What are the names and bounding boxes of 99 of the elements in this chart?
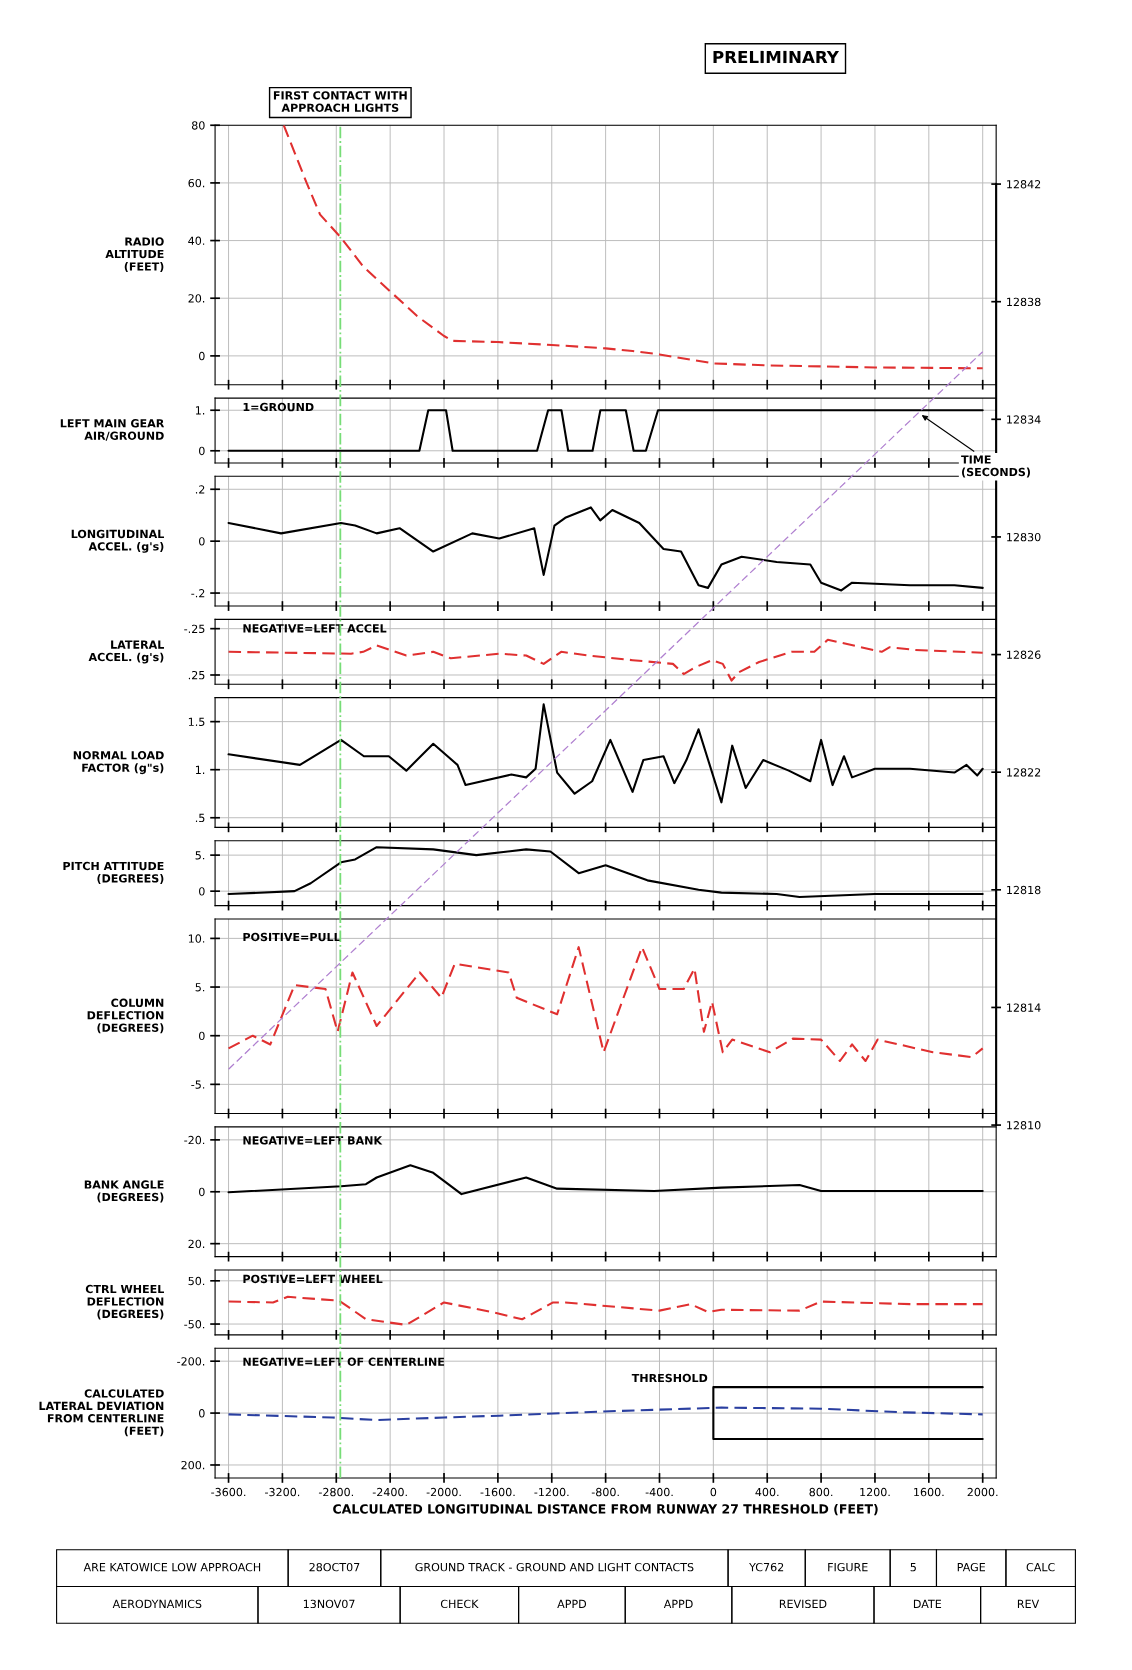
y-tick-label: 0 [199,446,205,456]
y-tick-label: 12814 [1007,1003,1041,1012]
y-axis-title: NORMAL LOAD FACTOR (g"s) [73,751,164,775]
x-axis-title: CALCULATED LONGITUDINAL DISTANCE FROM RUNWAY 27 THRESHOLD (FEET) [333,1503,878,1516]
text: CHECK [440,1599,479,1609]
y-axis-title: LEFT MAIN GEAR AIR/GROUND [60,419,165,441]
y-tick-label: 200. [181,1460,205,1470]
y-tick-label: -50. [184,1320,205,1329]
text: APPD [663,1599,693,1608]
line-series [282,125,984,370]
y-axis-title: CALCULATED LATERAL DEVIATION FROM CENTERLINE (FEET) [39,1389,164,1437]
text: AERODYNAMICS [112,1599,202,1609]
y-tick-label: 1. [195,765,205,774]
y-tick-label: 80 [191,121,205,130]
y-axis-title: RADIO ALTITUDE (FEET) [105,237,164,272]
x-tick-label: 1200. [860,1487,890,1497]
x-tick-label: 1600. [914,1487,944,1497]
x-tick-label: 0 [710,1487,717,1497]
x-tick-label: -3600. [211,1487,246,1497]
y-axis-title: CTRL WHEEL DEFLECTION (DEGREES) [85,1284,165,1320]
y-tick-label: 1.5 [188,717,205,727]
chart-title: PRELIMINARY [713,50,840,64]
line-series [227,506,984,592]
y-tick-label: -.2 [191,589,205,598]
y-tick-label: 0 [199,1187,205,1197]
line-series [227,638,984,682]
x-tick-label: -1600. [480,1487,515,1497]
x-tick-label: -2800. [318,1487,353,1497]
y-tick-label: 40. [188,236,205,245]
annotation: TIME (SECONDS) [961,455,1030,478]
y-tick-label: 5. [195,851,205,860]
y-tick-label: 20. [188,294,205,303]
y-tick-label: 10. [188,934,205,943]
y-tick-label: .2 [195,485,205,494]
text: 13NOV07 [303,1599,355,1609]
y-tick-label: 12818 [1007,885,1041,895]
y-tick-label: 1. [195,406,205,415]
x-tick-label: -1200. [534,1487,569,1497]
y-axis-title: COLUMN DEFLECTION (DEGREES) [87,998,164,1034]
line-series [227,846,984,898]
annotation: 1=GROUND [243,402,314,412]
text: ARE KATOWICE LOW APPROACH [83,1562,261,1572]
text: 28OCT07 [309,1562,360,1572]
y-tick-label: 0 [199,1031,205,1041]
annotation: NEGATIVE=LEFT ACCEL [243,624,387,633]
text: CALC [1026,1562,1055,1572]
y-tick-label: .5 [195,813,205,823]
text: PAGE [957,1562,986,1572]
y-tick-label: 12810 [1007,1121,1041,1130]
line-series [227,703,984,804]
annotation: THRESHOLD [631,1373,708,1383]
text: APPD [557,1599,587,1608]
y-tick-label: 12834 [1007,415,1041,424]
x-tick-label: 800. [809,1487,833,1497]
text: GROUND TRACK - GROUND AND LIGHT CONTACTS [415,1562,694,1572]
annotation: POSITIVE=PULL [243,932,341,942]
y-tick-label: -5. [191,1080,205,1089]
y-tick-label: 12826 [1007,650,1041,659]
line-series [227,1406,984,1422]
x-tick-label: 2000. [967,1487,998,1497]
line-series [227,1295,984,1326]
y-tick-label: 60. [188,178,205,188]
y-tick-label: 12822 [1007,768,1041,777]
y-tick-label: -200. [177,1357,205,1366]
text: REV [1017,1599,1040,1608]
y-tick-label: -.25 [184,624,205,634]
ref-line-label: FIRST CONTACT WITH APPROACH LIGHTS [273,91,407,112]
x-tick-label: 400. [755,1487,779,1497]
x-tick-label: -800. [591,1487,619,1497]
text: REVISED [779,1599,827,1609]
x-tick-label: -400. [645,1487,673,1497]
text: DATE [913,1599,942,1608]
y-tick-label: .25 [188,670,205,680]
line-series [227,1164,984,1196]
y-tick-label: 12838 [1007,297,1041,307]
x-tick-label: -2000. [426,1487,461,1497]
y-tick-label: 50. [188,1276,205,1286]
y-tick-label: 12842 [1007,180,1041,189]
y-tick-label: 5. [195,983,205,992]
annotation: POSTIVE=LEFT WHEEL [243,1274,383,1284]
y-tick-label: 0 [199,1409,205,1418]
y-axis-title: LATERAL ACCEL. (g's) [88,640,165,664]
y-axis-title: BANK ANGLE (DEGREES) [84,1180,164,1203]
x-tick-label: -3200. [265,1487,300,1497]
y-axis-title: LONGITUDINAL ACCEL. (g's) [71,529,165,553]
text: FIGURE [828,1562,868,1572]
y-tick-label: 0 [199,351,205,361]
y-tick-label: 0 [199,887,205,896]
y-tick-label: -20. [184,1135,205,1145]
y-axis-title: PITCH ATTITUDE (DEGREES) [63,861,164,884]
text: 5 [910,1563,916,1572]
annotation: NEGATIVE=LEFT BANK [243,1136,383,1145]
text: YC762 [749,1562,784,1572]
x-tick-label: -2400. [372,1487,407,1497]
annotation: NEGATIVE=LEFT OF CENTERLINE [243,1357,445,1366]
line-series [227,946,984,1063]
y-tick-label: 0 [199,537,205,546]
y-tick-label: 12830 [1007,532,1041,542]
y-tick-label: 20. [188,1239,205,1249]
